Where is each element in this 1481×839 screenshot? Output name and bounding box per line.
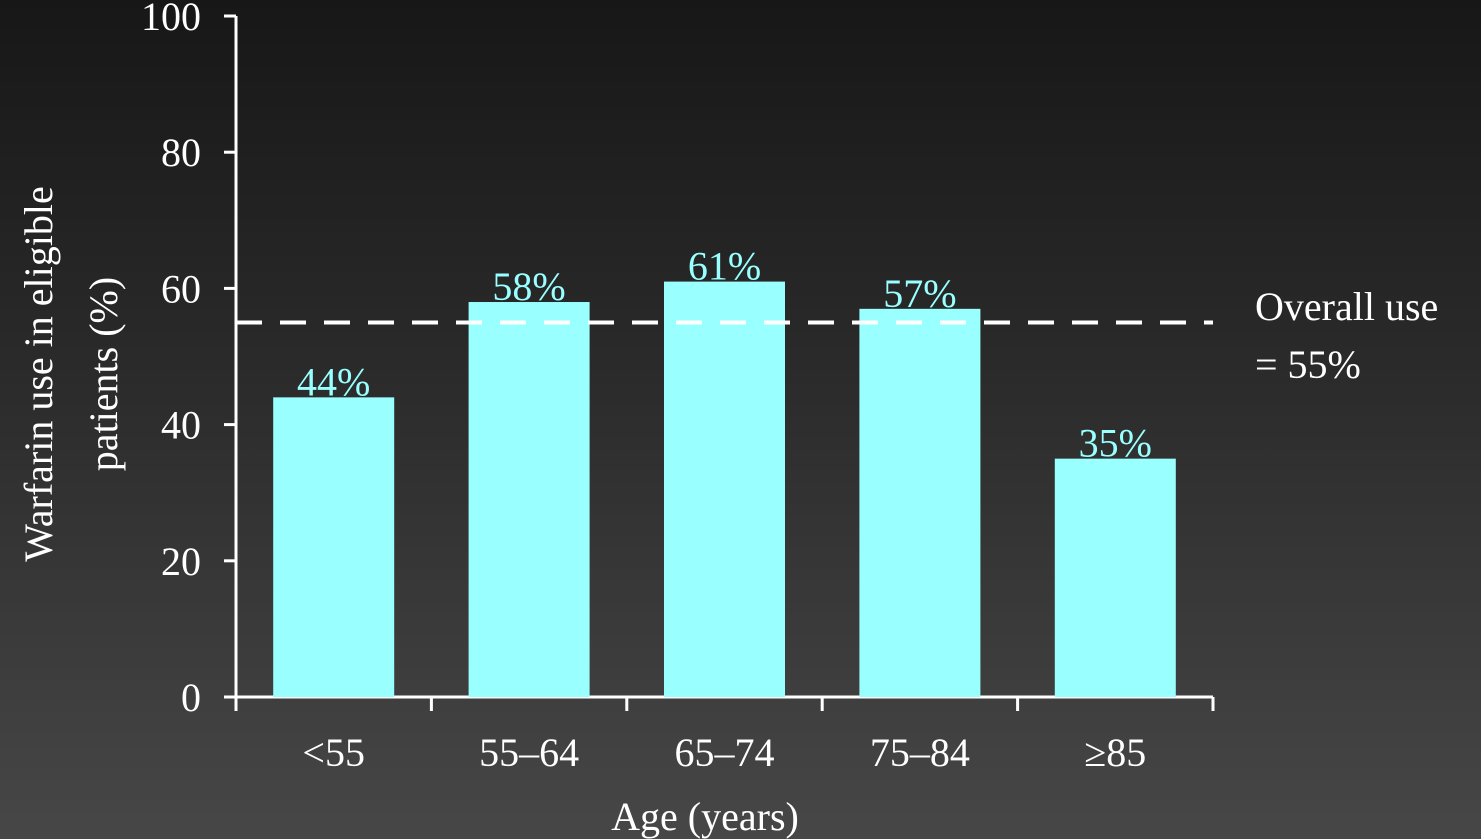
y-tick-label-1: 20 xyxy=(161,539,201,584)
y-tick-label-2: 40 xyxy=(161,403,201,448)
bar-3 xyxy=(859,308,981,697)
x-tick-label-4: ≥85 xyxy=(1084,730,1146,775)
x-tick-label-0: <55 xyxy=(302,730,365,775)
y-tick-label-0: 0 xyxy=(181,675,201,720)
x-tick-label-2: 65–74 xyxy=(675,730,775,775)
y-tick-label-3: 60 xyxy=(161,266,201,311)
y-axis-title-line-1: Warfarin use in eligible xyxy=(16,186,61,562)
y-tick-label-4: 80 xyxy=(161,130,201,175)
bar-label-2: 61% xyxy=(688,244,761,289)
bar-1 xyxy=(468,302,590,697)
bar-label-0: 44% xyxy=(297,359,370,404)
x-tick-label-3: 75–84 xyxy=(870,730,970,775)
bar-0 xyxy=(273,397,395,697)
bar-label-3: 57% xyxy=(883,271,956,316)
bar-label-4: 35% xyxy=(1079,421,1152,466)
x-axis: <55 55–64 65–74 75–84 ≥85 xyxy=(234,695,1215,775)
reference-line-label-line-2: = 55% xyxy=(1255,342,1361,387)
reference-line-label-line-1: Overall use xyxy=(1255,284,1438,329)
x-tick-label-1: 55–64 xyxy=(479,730,579,775)
y-tick-label-5: 100 xyxy=(141,0,201,39)
bar-label-1: 58% xyxy=(492,264,565,309)
bar-2 xyxy=(664,281,785,697)
x-axis-title: Age (years) xyxy=(611,794,799,839)
y-axis-title-line-2: patients (%) xyxy=(81,277,126,471)
bar-4 xyxy=(1054,458,1176,697)
bars: 44% 58% 61% 57% 35% xyxy=(273,244,1176,697)
y-axis: 0 20 40 60 80 100 xyxy=(141,0,238,720)
